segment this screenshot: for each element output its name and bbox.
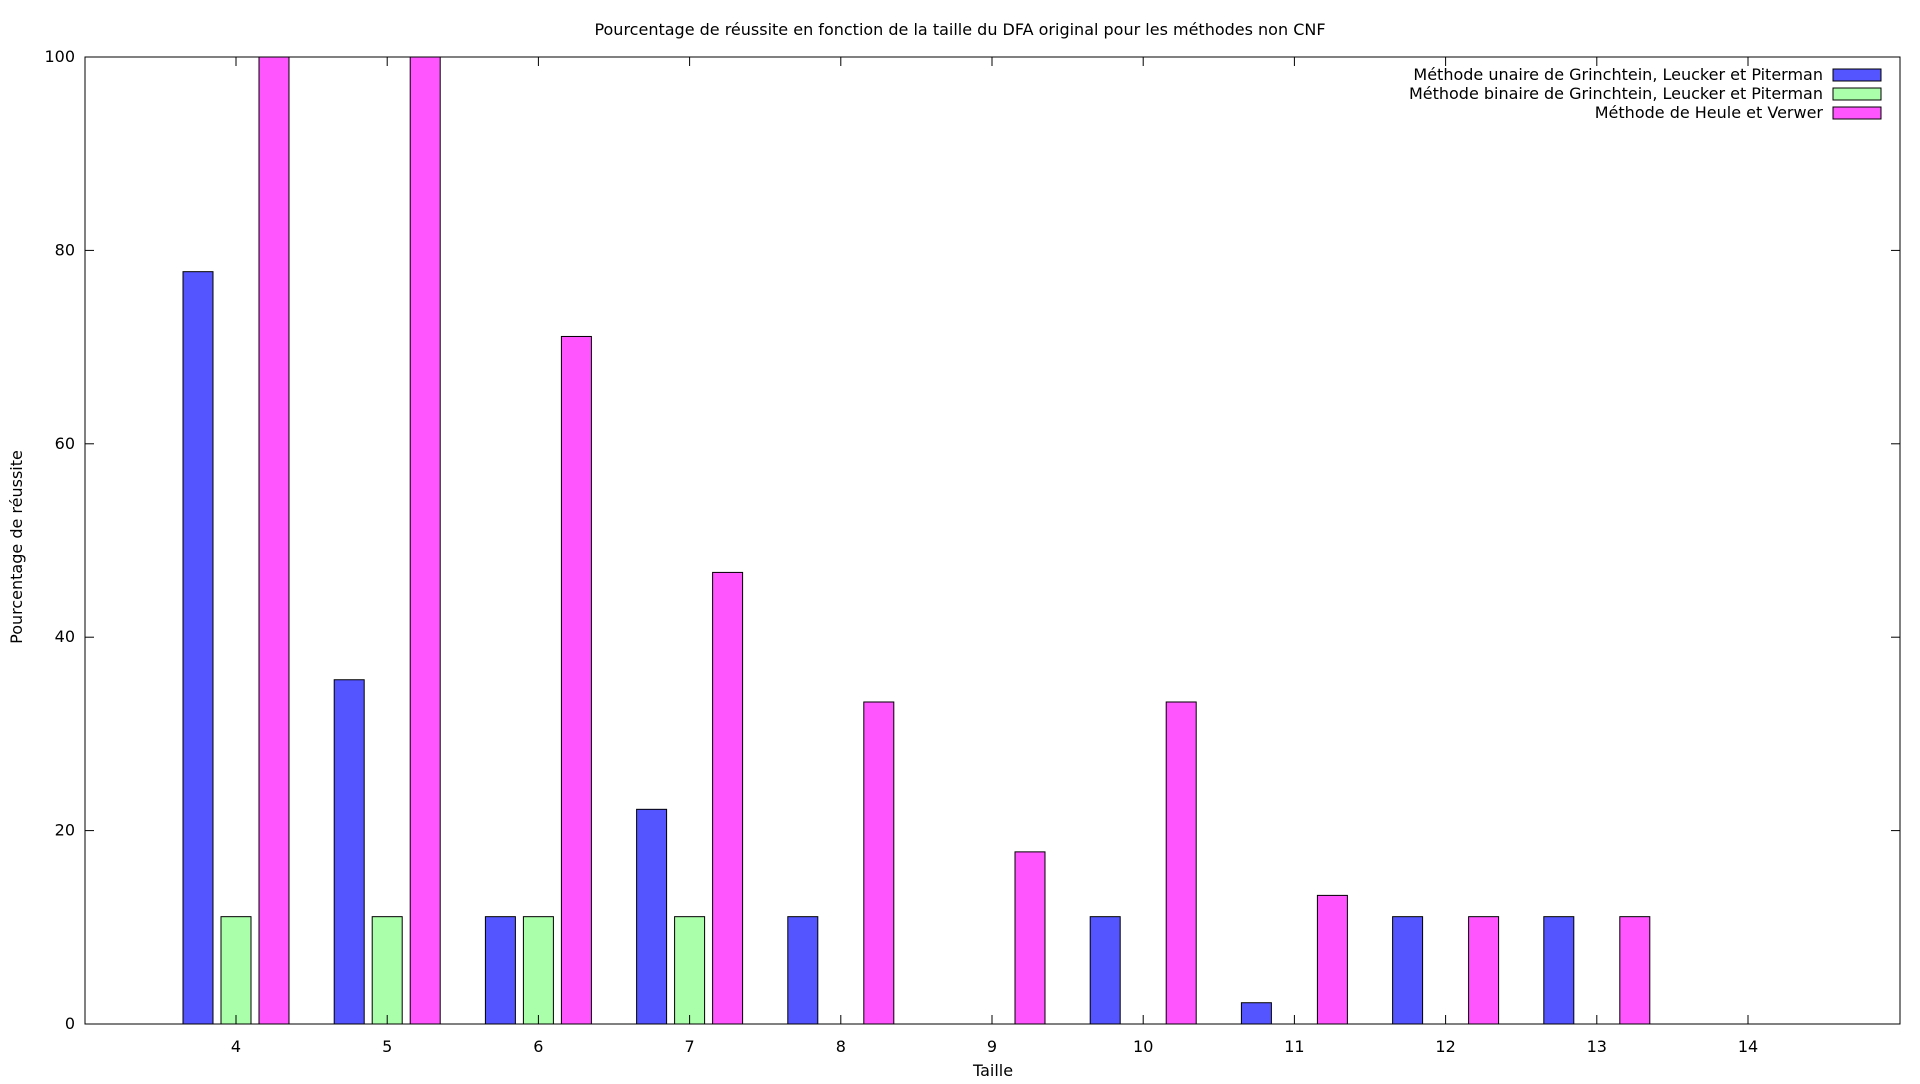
x-tick-label-10: 10 [1133, 1037, 1153, 1056]
bar-series1-11 [1240, 1002, 1272, 1025]
y-tick-label-80: 80 [55, 240, 75, 259]
bar-series3-10 [1165, 701, 1197, 1025]
bar-series3-6 [560, 335, 592, 1025]
x-tick-label-8: 8 [836, 1037, 846, 1056]
bar-series2-5 [371, 916, 403, 1025]
y-tick-label-60: 60 [55, 434, 75, 453]
bars-layer [182, 56, 1651, 1025]
legend-swatch-3 [1832, 106, 1882, 120]
x-tick-label-11: 11 [1284, 1037, 1304, 1056]
legend-label-1: Méthode unaire de Grinchtein, Leucker et… [1413, 65, 1823, 84]
bar-series3-11 [1316, 894, 1348, 1025]
x-tick-label-14: 14 [1738, 1037, 1758, 1056]
x-tick-label-7: 7 [685, 1037, 695, 1056]
bar-series1-5 [333, 679, 365, 1025]
legend-swatch-1 [1832, 68, 1882, 82]
bar-series3-7 [712, 571, 744, 1025]
x-tick-label-12: 12 [1435, 1037, 1455, 1056]
legend-label-3: Méthode de Heule et Verwer [1595, 103, 1824, 122]
bar-series3-9 [1014, 851, 1046, 1025]
x-tick-label-9: 9 [987, 1037, 997, 1056]
bar-series1-12 [1392, 916, 1424, 1025]
bar-series3-13 [1619, 916, 1651, 1025]
y-tick-label-40: 40 [55, 627, 75, 646]
y-tick-label-100: 100 [44, 47, 75, 66]
bar-series1-13 [1543, 916, 1575, 1025]
bar-series1-8 [787, 916, 819, 1025]
bar-series2-4 [220, 916, 252, 1025]
bar-series1-6 [484, 916, 516, 1025]
legend-swatch-2 [1832, 87, 1882, 101]
legend: Méthode unaire de Grinchtein, Leucker et… [1409, 65, 1882, 122]
y-tick-label-0: 0 [65, 1014, 75, 1033]
chart-title: Pourcentage de réussite en fonction de l… [594, 20, 1325, 39]
x-tick-label-13: 13 [1587, 1037, 1607, 1056]
x-tick-label-5: 5 [382, 1037, 392, 1056]
bar-series3-8 [863, 701, 895, 1025]
axes-layer: 0 20 40 60 80 100 4 5 6 7 8 9 10 11 12 13 14 [44, 47, 1901, 1056]
bar-series1-10 [1089, 916, 1121, 1025]
bar-series1-7 [636, 808, 668, 1025]
x-tick-label-6: 6 [533, 1037, 543, 1056]
bar-series3-12 [1468, 916, 1500, 1025]
legend-label-2: Méthode binaire de Grinchtein, Leucker e… [1409, 84, 1823, 103]
bar-series3-4 [258, 56, 290, 1025]
bar-series2-7 [674, 916, 706, 1025]
y-axis-label: Pourcentage de réussite [7, 450, 26, 644]
x-axis-label: Taille [972, 1061, 1013, 1080]
x-tick-label-4: 4 [231, 1037, 241, 1056]
bar-series2-6 [522, 916, 554, 1025]
bar-series1-4 [182, 271, 214, 1025]
y-tick-label-20: 20 [55, 821, 75, 840]
bar-series3-5 [409, 56, 441, 1025]
